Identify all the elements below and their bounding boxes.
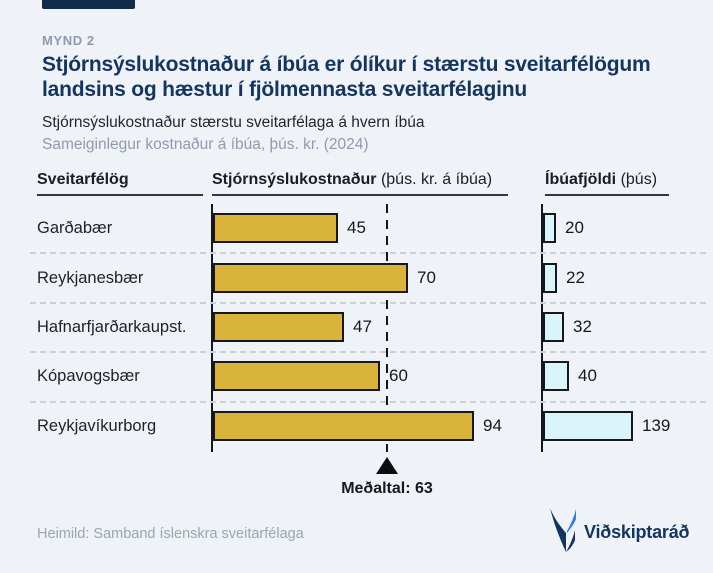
column-header-cost: Stjórnsýslukostnaður (þús. kr. á íbúa)	[212, 171, 492, 189]
title-line-1: Stjórnsýslukostnaður á íbúa er ólíkur í …	[42, 53, 651, 76]
brand-lockup: Viðskiptaráð	[549, 506, 690, 558]
row-separator	[30, 401, 706, 403]
population-header-rule	[545, 194, 669, 196]
cost-value: 45	[347, 218, 366, 237]
population-bar	[543, 411, 633, 441]
table-row: Kópavogsbær 60 40	[0, 361, 713, 391]
municipality-label: Kópavogsbær	[37, 367, 140, 385]
cost-header-rule	[212, 194, 508, 196]
municipality-label: Garðabær	[37, 219, 113, 237]
page-title: Stjórnsýslukostnaður á íbúa er ólíkur í …	[42, 52, 687, 102]
cost-bar	[213, 213, 338, 243]
municipality-label: Hafnarfjarðarkaupst.	[37, 318, 187, 336]
table-row: Garðabær 45 20	[0, 213, 713, 243]
title-line-2: landsins og hæstur í fjölmennasta sveita…	[42, 78, 527, 101]
brand-name: Viðskiptaráð	[584, 521, 690, 542]
municipality-header-rule	[37, 194, 203, 196]
table-row: Reykjavíkurborg 94 139	[0, 411, 713, 441]
chart-subtitle: Stjórnsýslukostnaður stærstu sveitarféla…	[42, 114, 425, 131]
row-separator	[30, 302, 706, 304]
cost-value: 47	[353, 317, 372, 336]
row-separator	[30, 252, 706, 254]
average-line	[386, 204, 388, 452]
vidskiptarad-logo-icon	[549, 507, 577, 558]
cost-value: 60	[389, 366, 408, 385]
source-note: Heimild: Samband íslenskra sveitarfélaga	[37, 526, 304, 542]
population-bar	[543, 361, 569, 391]
average-label: Meðaltal: 63	[341, 480, 433, 497]
population-value: 139	[642, 416, 671, 435]
average-marker-icon	[376, 457, 398, 474]
population-bar	[543, 312, 564, 342]
table-row: Reykjanesbær 70 22	[0, 263, 713, 293]
chart-subtitle-unit: Sameiginlegur kostnaður á íbúa, þús. kr.…	[42, 136, 369, 153]
population-value: 20	[565, 218, 584, 237]
population-value: 22	[566, 268, 585, 287]
column-header-cost-unit: (þús. kr. á íbúa)	[380, 171, 493, 188]
cost-bar	[213, 263, 408, 293]
cost-axis-line	[211, 204, 213, 452]
column-header-municipality: Sveitarfélög	[37, 171, 129, 188]
municipality-label: Reykjavíkurborg	[37, 417, 157, 435]
cost-bar	[213, 411, 474, 441]
header-accent-tab	[42, 0, 135, 9]
population-axis-line	[541, 204, 543, 452]
column-header-cost-name: Stjórnsýslukostnaður	[212, 171, 377, 188]
cost-bar	[213, 312, 344, 342]
table-row: Hafnarfjarðarkaupst. 47 32	[0, 312, 713, 342]
population-value: 40	[578, 366, 597, 385]
figure-label: MYND 2	[42, 33, 95, 48]
cost-value: 70	[417, 268, 436, 287]
municipality-label: Reykjanesbær	[37, 269, 144, 287]
cost-bar	[213, 361, 380, 391]
population-value: 32	[573, 317, 592, 336]
cost-value: 94	[483, 416, 502, 435]
population-bar	[543, 213, 556, 243]
column-header-population-unit: (þús)	[620, 171, 658, 188]
column-header-population: Íbúafjöldi (þús)	[545, 171, 657, 189]
row-separator	[30, 351, 706, 353]
population-bar	[543, 263, 557, 293]
column-header-population-name: Íbúafjöldi	[545, 171, 617, 188]
